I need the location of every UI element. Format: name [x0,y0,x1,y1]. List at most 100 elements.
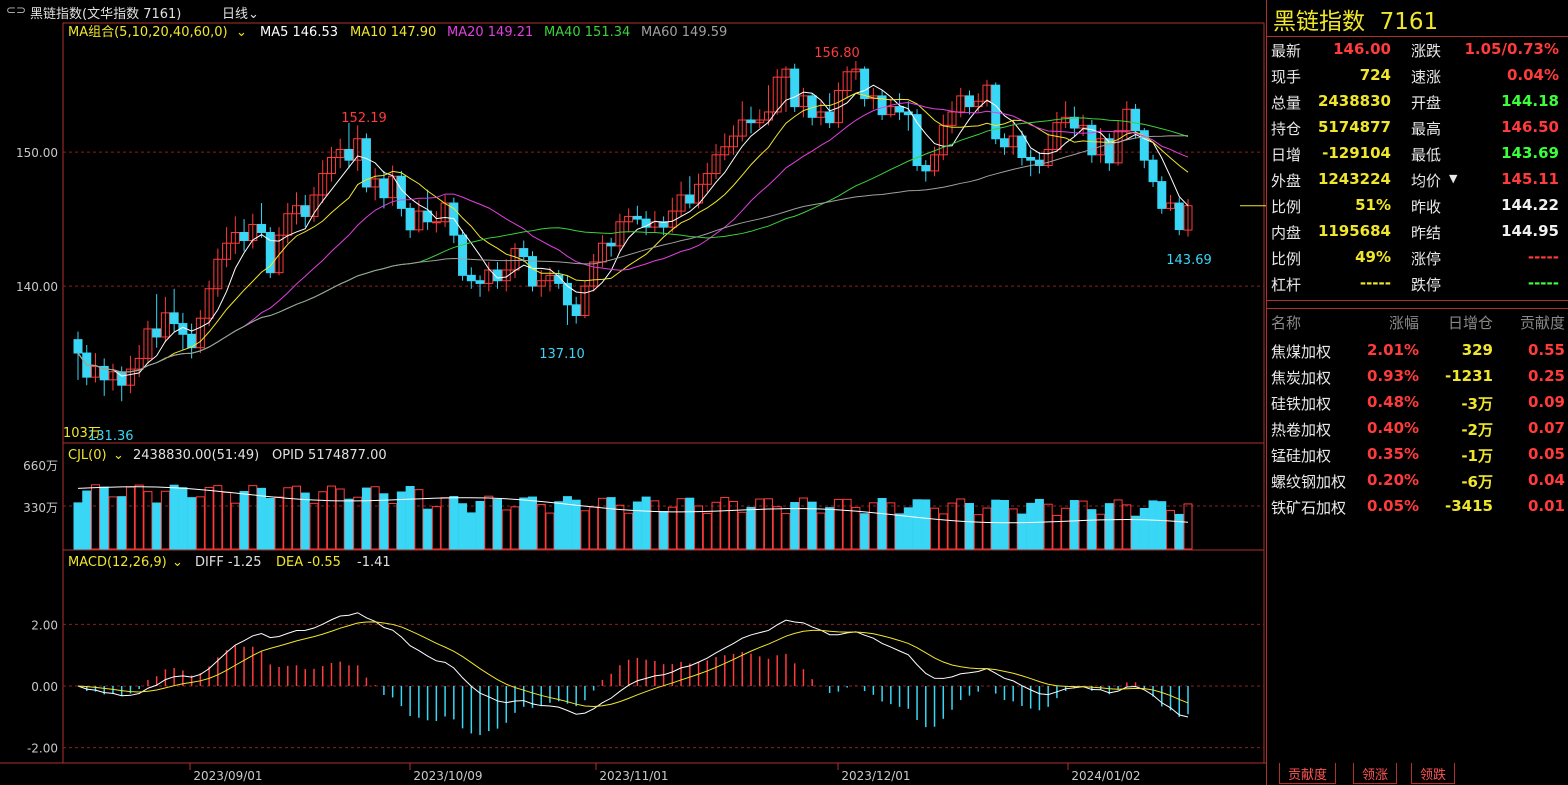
volume-bar [1113,499,1123,550]
col-header-change[interactable]: 涨幅 [1388,314,1419,332]
volume-bar [152,502,162,550]
caret-down-icon[interactable]: ▼ [1449,172,1458,185]
component-row[interactable]: 热卷加权 0.40% -2万 0.07 [1267,419,1568,445]
candle-body [999,138,1009,148]
volume-values: 2438830.00(51:49) [133,448,259,463]
volume-bar [562,496,572,550]
volume-bar [676,498,686,550]
volume-bar [833,498,843,550]
link-icon[interactable]: ⊂⊃ [6,3,27,17]
volume-bar [999,499,1009,550]
component-row[interactable]: 焦炭加权 0.93% -1231 0.25 [1267,367,1568,393]
volume-bar [1148,500,1158,550]
candle-body [475,280,485,284]
volume-bar [1166,509,1176,550]
component-row[interactable]: 锰硅加权 0.35% -1万 0.05 [1267,445,1568,471]
volume-bar [230,502,240,550]
component-row[interactable]: 铁矿石加权 0.05% -3415 0.01 [1267,497,1568,523]
volume-bar [405,486,415,550]
component-name: 铁矿石加权 [1271,499,1347,517]
volume-bar [886,502,896,550]
component-change: 0.93% [1367,367,1420,385]
quote-value: 146.00 [1333,40,1391,58]
candle-body [326,157,336,175]
volume-bar [554,501,564,550]
component-row[interactable]: 螺纹钢加权 0.20% -6万 0.04 [1267,471,1568,497]
volume-bar [204,486,214,550]
quote-value: ----- [1527,274,1559,292]
candle-body [729,135,739,148]
candle [309,186,319,222]
candle [973,93,983,112]
candle [195,310,205,354]
candle-body [274,234,284,274]
component-name: 焦炭加权 [1271,369,1332,387]
candle-body [903,111,913,116]
component-contribution: 0.04 [1527,471,1565,489]
component-row[interactable]: 焦煤加权 2.01% 329 0.55 [1267,341,1568,367]
candle [1174,197,1184,236]
volume-bar [222,491,232,550]
candle [807,93,817,126]
candle [527,251,537,292]
macd-panel-frame [62,549,1265,764]
col-header-name[interactable]: 名称 [1271,314,1302,332]
quote-label: 开盘 [1411,94,1442,112]
component-name: 锰硅加权 [1271,447,1332,465]
quote-label: 日增 [1271,146,1302,164]
candle-body [527,256,537,287]
candle-body [379,178,389,199]
tab-leading-up[interactable]: 领涨 [1353,763,1398,784]
candle-body [73,339,83,354]
volume-bar [257,487,267,550]
macd-value: -1.41 [357,555,391,570]
volume-bar [842,498,852,550]
date-label: 2024/01/02 [1071,769,1140,783]
quote-label: 速涨 [1411,68,1442,86]
quote-value: 144.18 [1501,92,1559,110]
candle [1026,149,1036,177]
candle-body [886,106,896,116]
component-name: 焦煤加权 [1271,343,1332,361]
volume-bar [851,506,861,550]
candle [624,208,634,233]
volume-bar [160,490,170,550]
candle [921,160,931,182]
candle-body [309,194,319,217]
quote-label: 涨跌 [1411,42,1442,60]
volume-bar [982,507,992,550]
candle [213,248,223,297]
candle [73,331,83,380]
candle-body [1061,116,1071,124]
candle [501,259,511,292]
volume-bar [178,487,188,550]
volume-bar [396,491,406,550]
quote-value: ----- [1359,274,1391,292]
quote-value: 144.95 [1501,222,1559,240]
tab-contribution[interactable]: 贡献度 [1279,763,1337,784]
candle [798,87,808,118]
candle [519,240,529,262]
candle [763,85,773,126]
tab-leading-down[interactable]: 领跌 [1411,763,1456,784]
period-selector[interactable]: 日线⌄ [222,7,259,22]
chevron-down-icon: ⌄ [113,448,124,463]
candle-body [187,333,197,349]
candle [903,101,913,131]
candle-body [292,205,302,215]
volume-bar [650,500,660,550]
candle [239,219,249,252]
col-header-contribution[interactable]: 贡献度 [1519,314,1565,332]
component-row[interactable]: 硅铁加权 0.48% -3万 0.09 [1267,393,1568,419]
macd-dea: DEA -0.55 [276,555,341,570]
candle-body [169,312,179,325]
candle [536,270,546,297]
candle [729,125,739,155]
col-header-position-change[interactable]: 日增仓 [1447,314,1493,332]
open-interest-line [77,486,1189,524]
candle-body [895,106,905,113]
volume-bar [667,506,677,550]
quote-value: 49% [1355,248,1391,266]
volume-bar [790,502,800,550]
